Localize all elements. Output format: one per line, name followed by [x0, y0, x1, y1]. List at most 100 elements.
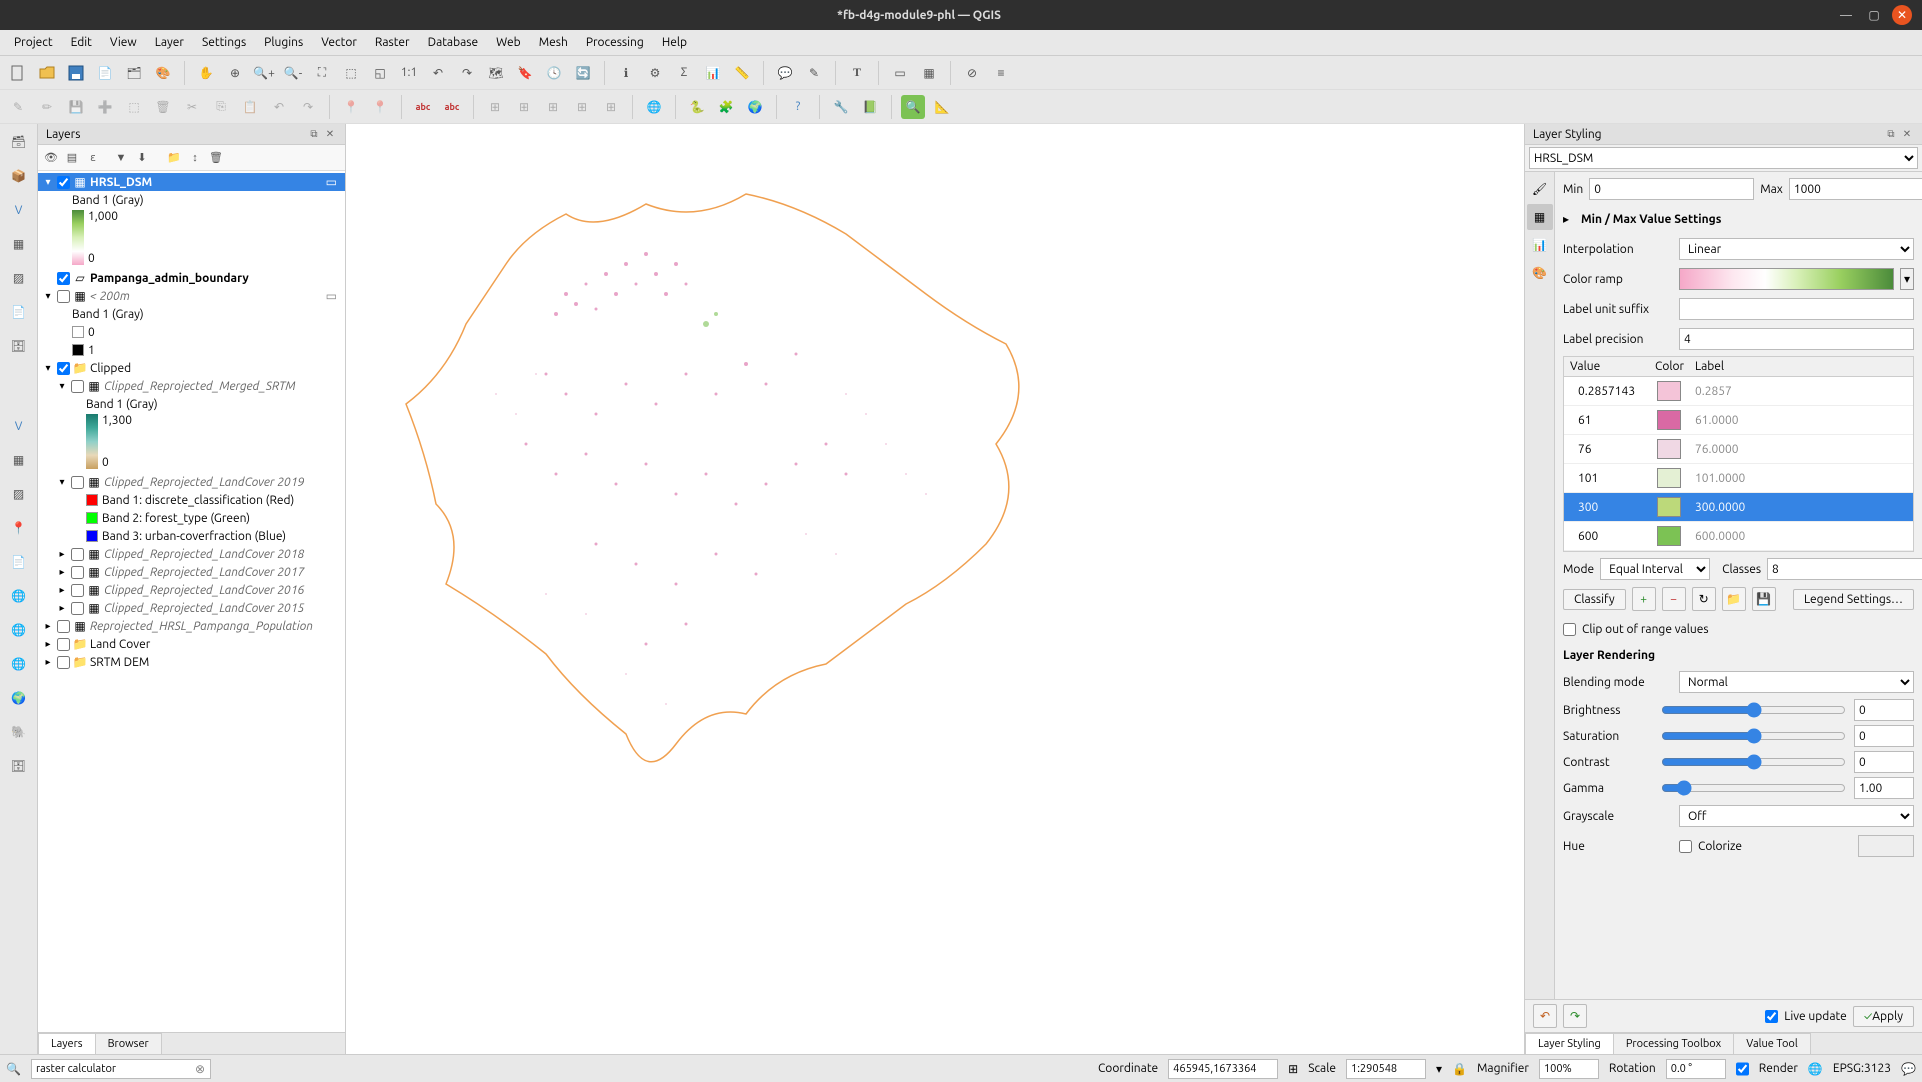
- add-mssql-icon[interactable]: 🗄: [5, 752, 33, 780]
- class-swatch[interactable]: [1657, 526, 1681, 546]
- maptips-icon[interactable]: 💬: [773, 61, 797, 85]
- menu-web[interactable]: Web: [488, 33, 529, 52]
- magnifier-input[interactable]: [1539, 1059, 1599, 1079]
- layer-checkbox[interactable]: [71, 548, 84, 561]
- add-wfs-icon[interactable]: 🌐: [5, 616, 33, 644]
- transparency-tab-icon[interactable]: ▦: [1527, 204, 1553, 230]
- crs-icon[interactable]: 🌐: [1808, 1062, 1823, 1076]
- maximize-button[interactable]: ▢: [1864, 5, 1884, 25]
- clip-checkbox[interactable]: [1563, 623, 1576, 636]
- plugin-icon[interactable]: 🧩: [714, 95, 738, 119]
- snap3-icon[interactable]: ⊞: [541, 95, 565, 119]
- add-feature-icon[interactable]: ➕: [93, 95, 117, 119]
- menu-raster[interactable]: Raster: [367, 33, 418, 52]
- extents-icon[interactable]: ⊞: [1288, 1062, 1298, 1076]
- label-icon[interactable]: T: [845, 61, 869, 85]
- legend-settings-button[interactable]: Legend Settings…: [1793, 589, 1914, 610]
- menu-database[interactable]: Database: [420, 33, 487, 52]
- undock-icon[interactable]: ⧉: [307, 127, 321, 141]
- osm-icon[interactable]: 🌍: [743, 95, 767, 119]
- tab-processing-toolbox[interactable]: Processing Toolbox: [1613, 1033, 1734, 1054]
- pin1-icon[interactable]: 📍: [339, 95, 363, 119]
- class-swatch[interactable]: [1657, 381, 1681, 401]
- grayscale-select[interactable]: Off: [1679, 805, 1914, 827]
- identify-icon[interactable]: ℹ: [614, 61, 638, 85]
- layer-hrsl-dsm[interactable]: ▾ ▦ HRSL_DSM ▭: [38, 173, 345, 191]
- render-checkbox[interactable]: [1736, 1059, 1749, 1079]
- select-icon[interactable]: ▭: [888, 61, 912, 85]
- layer-checkbox[interactable]: [71, 380, 84, 393]
- minmax-settings-row[interactable]: ▸Min / Max Value Settings: [1563, 206, 1914, 232]
- minimize-button[interactable]: —: [1836, 5, 1856, 25]
- pan-icon[interactable]: ✋: [194, 61, 218, 85]
- class-swatch[interactable]: [1657, 497, 1681, 517]
- layer-srtm-merged[interactable]: ▾ ▦ Clipped_Reprojected_Merged_SRTM: [38, 377, 345, 395]
- map-canvas[interactable]: [346, 124, 1524, 1054]
- tab-value-tool[interactable]: Value Tool: [1733, 1033, 1811, 1054]
- brightness-slider[interactable]: [1661, 702, 1846, 718]
- crs-label[interactable]: EPSG:3123: [1833, 1062, 1891, 1075]
- snap5-icon[interactable]: ⊞: [599, 95, 623, 119]
- undo-styling-button[interactable]: ↶: [1533, 1004, 1557, 1028]
- select-all-icon[interactable]: ▦: [917, 61, 941, 85]
- messages-icon[interactable]: 💬: [1901, 1062, 1916, 1076]
- max-input[interactable]: [1789, 178, 1922, 200]
- snap1-icon[interactable]: ⊞: [483, 95, 507, 119]
- brightness-value[interactable]: [1854, 699, 1914, 721]
- filter-icon[interactable]: ▼: [112, 149, 130, 167]
- paste-icon[interactable]: 📋: [238, 95, 262, 119]
- layer-checkbox[interactable]: [71, 566, 84, 579]
- min-input[interactable]: [1589, 178, 1754, 200]
- classify-button[interactable]: Classify: [1563, 589, 1626, 610]
- new-memory-icon[interactable]: 📍: [5, 514, 33, 542]
- saturation-slider[interactable]: [1661, 728, 1846, 744]
- pan-to-selection-icon[interactable]: ⊕: [223, 61, 247, 85]
- cut-icon[interactable]: ✂: [180, 95, 204, 119]
- layer-landcover-group[interactable]: ▸📁Land Cover: [38, 635, 345, 653]
- add-csv-icon[interactable]: 📄: [5, 298, 33, 326]
- refresh-icon[interactable]: 🔄: [571, 61, 595, 85]
- menu-help[interactable]: Help: [654, 33, 695, 52]
- suffix-input[interactable]: [1679, 298, 1914, 320]
- annotation-icon[interactable]: ✎: [802, 61, 826, 85]
- add-mesh-icon[interactable]: ▨: [5, 264, 33, 292]
- snap2-icon[interactable]: ⊞: [512, 95, 536, 119]
- temporal-icon[interactable]: 🕓: [542, 61, 566, 85]
- filter-expr-icon[interactable]: ε: [84, 149, 102, 167]
- zoom-native-icon[interactable]: 1:1: [397, 61, 421, 85]
- add-spatialite-icon[interactable]: 🗄: [5, 332, 33, 360]
- styling-layer-select[interactable]: HRSL_DSM: [1529, 147, 1918, 169]
- add-group-icon[interactable]: 📁: [165, 149, 183, 167]
- layer-lc2017[interactable]: ▸▦Clipped_Reprojected_LandCover 2017: [38, 563, 345, 581]
- edits-icon[interactable]: ✎: [6, 95, 30, 119]
- class-row[interactable]: 61 61.0000: [1564, 406, 1913, 435]
- layers-tree[interactable]: ▾ ▦ HRSL_DSM ▭ Band 1 (Gray) 1,000 0: [38, 171, 345, 1032]
- new-print-layout-icon[interactable]: 📄: [93, 61, 117, 85]
- new-bookmark-icon[interactable]: 🔖: [513, 61, 537, 85]
- zoom-in-icon[interactable]: 🔍+: [252, 61, 276, 85]
- open-project-icon[interactable]: [35, 61, 59, 85]
- menu-vector[interactable]: Vector: [313, 33, 365, 52]
- histogram-tab-icon[interactable]: 📊: [1527, 232, 1553, 258]
- style-manager-icon[interactable]: 🎨: [151, 61, 175, 85]
- color-ramp-preview[interactable]: [1679, 268, 1894, 290]
- calc-icon[interactable]: Σ: [672, 61, 696, 85]
- class-row[interactable]: 101 101.0000: [1564, 464, 1913, 493]
- color-ramp-dropdown-button[interactable]: ▾: [1900, 268, 1914, 290]
- load-colormap-button[interactable]: ↻: [1692, 587, 1716, 611]
- coord-input[interactable]: [1168, 1059, 1278, 1079]
- blend-select[interactable]: Normal: [1679, 671, 1914, 693]
- zoom-last-icon[interactable]: ↶: [426, 61, 450, 85]
- deselect-icon[interactable]: ⊘: [960, 61, 984, 85]
- select-attr-icon[interactable]: ≡: [989, 61, 1013, 85]
- snap4-icon[interactable]: ⊞: [570, 95, 594, 119]
- layer-lc2019[interactable]: ▾ ▦ Clipped_Reprojected_LandCover 2019: [38, 473, 345, 491]
- zoom-selection-icon[interactable]: ⬚: [339, 61, 363, 85]
- layer-reproj-pop[interactable]: ▸▦Reprojected_HRSL_Pampanga_Population: [38, 617, 345, 635]
- close-panel-icon[interactable]: ✕: [1900, 127, 1914, 141]
- collapse-all-icon[interactable]: ↕: [186, 149, 204, 167]
- precision-input[interactable]: [1679, 328, 1914, 350]
- class-row[interactable]: 300 300.0000: [1564, 493, 1913, 522]
- contrast-slider[interactable]: [1661, 754, 1846, 770]
- new-map-view-icon[interactable]: 🗺: [484, 61, 508, 85]
